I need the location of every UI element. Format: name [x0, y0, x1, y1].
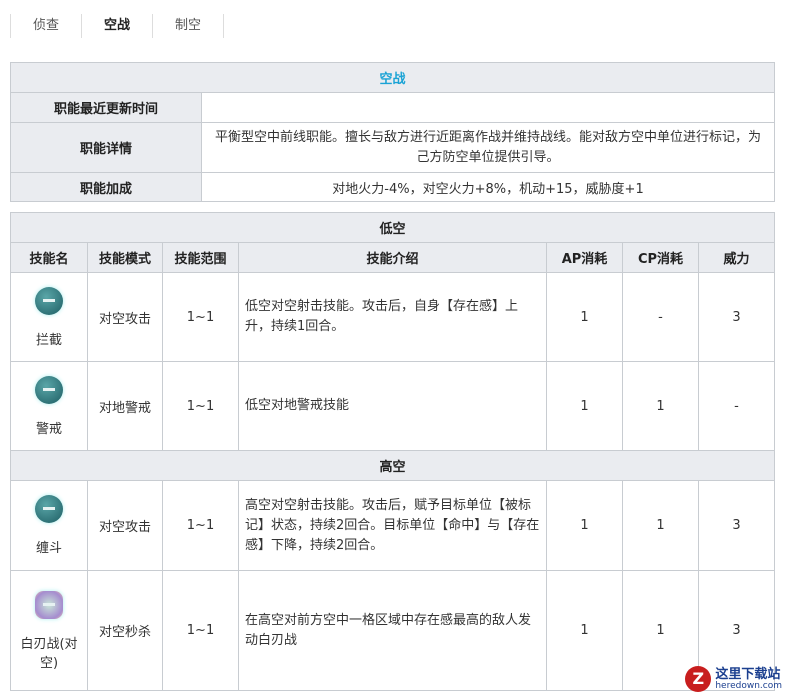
row-label: 职能加成 — [10, 172, 202, 202]
skills-table: 低空 技能名 技能模式 技能范围 技能介绍 AP消耗 CP消耗 威力 拦截 对空攻击 1~1 低空对空… — [10, 212, 775, 691]
skill-mode: 对空秒杀 — [87, 570, 163, 691]
column-header: 威力 — [698, 242, 775, 273]
skill-name: 白刃战(对空) — [20, 636, 78, 671]
skill-mode: 对地警戒 — [87, 361, 163, 451]
interception-skill-icon — [35, 286, 63, 315]
skill-cp: 1 — [622, 570, 699, 691]
group-header: 低空 — [10, 212, 775, 243]
skill-cp: 1 — [622, 480, 699, 571]
skill-name-cell: 缠斗 — [10, 480, 88, 571]
column-header: 技能模式 — [87, 242, 163, 273]
group-header: 高空 — [10, 450, 775, 481]
skill-range: 1~1 — [162, 272, 239, 362]
skill-desc: 低空对空射击技能。攻击后，自身【存在感】上升，持续1回合。 — [238, 272, 547, 362]
tab-recon[interactable]: 侦查 — [10, 14, 81, 38]
skill-desc: 在高空对前方空中一格区域中存在感最高的敌人发动白刃战 — [238, 570, 547, 691]
skill-name-cell: 白刃战(对空) — [10, 570, 88, 691]
skill-row: 警戒 对地警戒 1~1 低空对地警戒技能 1 1- — [10, 361, 775, 451]
column-header: 技能介绍 — [238, 242, 547, 273]
skill-cp: - — [622, 272, 699, 362]
skill-desc: 高空对空射击技能。攻击后，赋予目标单位【被标记】状态，持续2回合。目标单位【命中… — [238, 480, 547, 571]
skill-power: 3 — [698, 570, 775, 691]
skill-ap: 1 — [546, 480, 623, 571]
watermark-logo: Z 这里下载站 heredown.com — [685, 666, 782, 692]
alert-skill-icon — [35, 375, 63, 404]
skill-power: - — [698, 361, 775, 451]
skill-row: 拦截 对空攻击 1~1 低空对空射击技能。攻击后，自身【存在感】上升，持续1回合。 1-… — [10, 272, 775, 362]
skill-name-cell: 警戒 — [10, 361, 88, 451]
row-label: 职能最近更新时间 — [10, 92, 202, 123]
skill-power: 3 — [698, 272, 775, 362]
row-value: 对地火力-4%，对空火力+8%，机动+15，威胁度+1 — [201, 172, 775, 202]
skill-name-cell: 拦截 — [10, 272, 88, 362]
role-title: 空战 — [10, 62, 775, 93]
skill-ap: 1 — [546, 272, 623, 362]
tab-bar: 侦查 空战 制空 — [10, 14, 225, 38]
skill-power: 3 — [698, 480, 775, 571]
skill-cp: 1 — [622, 361, 699, 451]
skill-range: 1~1 — [162, 480, 239, 571]
skill-name: 警戒 — [35, 421, 62, 437]
skill-range: 1~1 — [162, 570, 239, 691]
skill-mode: 对空攻击 — [87, 272, 163, 362]
logo-icon: Z — [685, 666, 712, 692]
watermark-name: 这里下载站 — [715, 666, 781, 682]
watermark-url: heredown.com — [715, 680, 782, 691]
skill-name: 拦截 — [35, 332, 62, 348]
tab-air-combat[interactable]: 空战 — [81, 14, 152, 38]
dogfight-skill-icon — [35, 495, 63, 523]
row-value — [201, 92, 775, 123]
skill-mode: 对空攻击 — [87, 480, 163, 571]
skill-range: 1~1 — [162, 361, 239, 451]
melee-skill-icon — [35, 590, 63, 619]
skill-desc: 低空对地警戒技能 — [238, 361, 547, 451]
skill-row: 缠斗 对空攻击 1~1 高空对空射击技能。攻击后，赋予目标单位【被标记】状态，持续2回… — [10, 480, 775, 571]
column-header: CP消耗 — [622, 242, 699, 273]
row-label: 职能详情 — [10, 122, 202, 173]
column-header: 技能名 — [10, 242, 88, 273]
skill-name: 缠斗 — [35, 541, 62, 556]
skill-row: 白刃战(对空) 对空秒杀 1~1 在高空对前方空中一格区域中存在感最高的敌人发动白刃战… — [10, 570, 775, 691]
skill-ap: 1 — [546, 361, 623, 451]
row-value: 平衡型空中前线职能。擅长与敌方进行近距离作战并维持战线。能对敌方空中单位进行标记… — [201, 122, 775, 173]
skill-ap: 1 — [546, 570, 623, 691]
column-header: AP消耗 — [546, 242, 623, 273]
role-table: 空战 职能最近更新时间 职能详情 平衡型空中前线职能。擅长与敌方进行近距离作战并维… — [10, 62, 775, 202]
tab-air-superiority[interactable]: 制空 — [152, 14, 225, 38]
column-header: 技能范围 — [162, 242, 239, 273]
